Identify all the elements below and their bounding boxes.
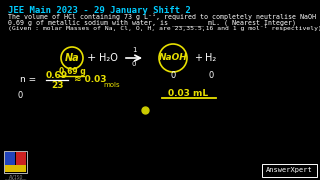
Text: AVISO: AVISO [9,175,23,180]
Bar [5,152,15,166]
FancyBboxPatch shape [261,163,316,177]
Text: mols: mols [103,82,120,88]
Bar [4,151,27,173]
Text: H₂O: H₂O [99,53,117,63]
Text: 0: 0 [132,62,136,68]
Text: 1: 1 [132,48,136,53]
Bar [5,165,26,172]
Text: JEE Main 2023 - 29 January Shift 2: JEE Main 2023 - 29 January Shift 2 [8,6,191,15]
Text: n =: n = [20,75,36,84]
Text: 0.69 g of metallic sodium with water, is ________ mL. ( Nearest Integer): 0.69 g of metallic sodium with water, is… [8,19,296,26]
Text: 0: 0 [170,71,176,80]
Text: The volume of HCl containing 73 g L⁻¹, required to completely neutralise NaOH ob: The volume of HCl containing 73 g L⁻¹, r… [8,13,320,20]
Text: 0.69 g: 0.69 g [59,68,85,76]
Text: 0: 0 [208,71,214,80]
Text: H₂: H₂ [205,53,217,63]
Text: CHEMISTRY: CHEMISTRY [5,179,27,180]
Text: AnswerXpert: AnswerXpert [266,167,312,173]
Text: ≈ 0.03: ≈ 0.03 [74,75,107,84]
Text: Na: Na [65,53,79,63]
Text: +: + [194,53,202,63]
Text: 0.03 mL: 0.03 mL [168,89,208,98]
Text: 23: 23 [51,81,63,90]
Text: 0: 0 [17,91,23,100]
Text: NaOH: NaOH [159,53,188,62]
Text: (Given : molar Masses of Na, Cl, O, H, are 23,35.5,16 and 1 g mol⁻¹ respectively: (Given : molar Masses of Na, Cl, O, H, a… [8,25,320,31]
Text: +: + [86,53,96,63]
Text: 0.69: 0.69 [46,71,68,80]
Bar [16,152,26,166]
